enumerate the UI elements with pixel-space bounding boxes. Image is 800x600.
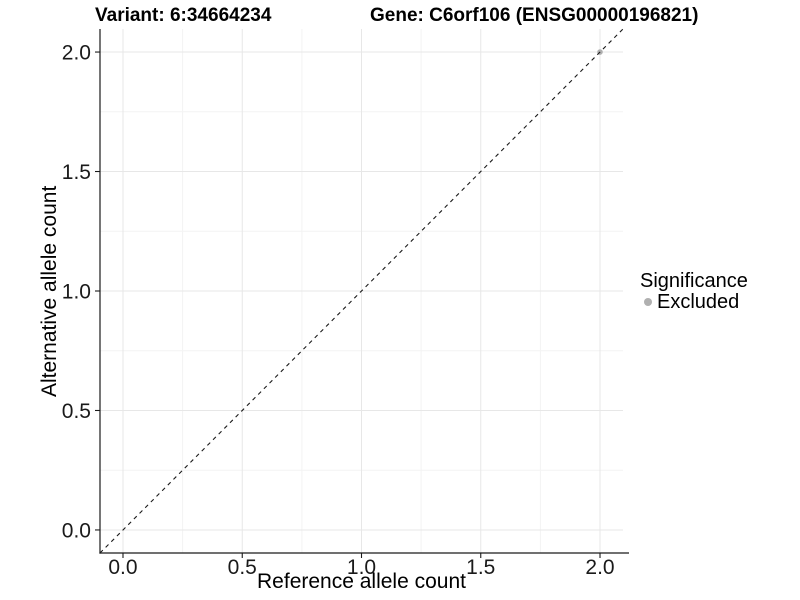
x-tick-label: 2.0 [585,556,614,579]
gene-title: Gene: C6orf106 (ENSG00000196821) [370,5,699,26]
y-tick-label: 1.0 [62,281,91,304]
legend-title: Significance [640,270,748,292]
legend: Significance Excluded [638,270,748,313]
y-tick-label: 0.0 [62,519,91,542]
identity-dashed-line [99,28,624,554]
legend-key-dot-icon [644,298,652,306]
variant-title: Variant: 6:34664234 [95,5,272,26]
legend-entries: Excluded [638,292,748,312]
x-axis-title: Reference allele count [257,570,466,593]
x-tick-label: 1.5 [466,556,495,579]
y-tick-label: 0.5 [62,400,91,423]
x-tick-label: 0.5 [228,556,257,579]
y-tick-label: 2.0 [62,42,91,65]
legend-entry: Excluded [638,292,748,312]
legend-entry-label: Excluded [657,291,740,313]
x-tick-label: 1.0 [347,556,376,579]
y-axis-title: Alternative allele count [38,185,61,397]
x-tick-label: 0.0 [108,556,137,579]
y-tick-label: 1.5 [62,161,91,184]
